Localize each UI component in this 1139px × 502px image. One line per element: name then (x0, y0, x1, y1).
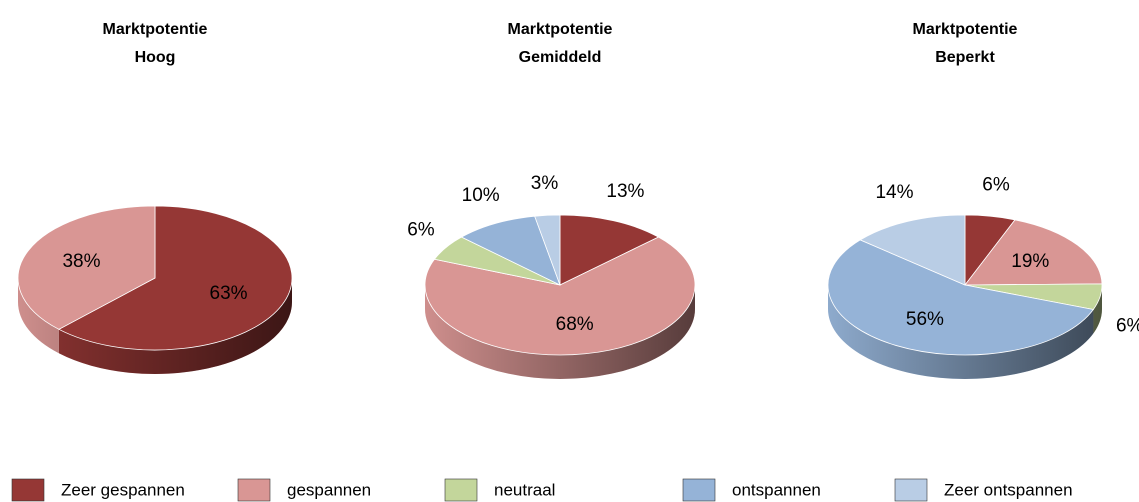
data-label: 63% (210, 283, 248, 304)
legend-swatch (682, 478, 716, 502)
slice (17, 205, 156, 330)
legend-label: Zeer ontspannen (944, 480, 1073, 499)
legend-label: Zeer gespannen (61, 480, 185, 499)
data-label: 10% (462, 185, 500, 206)
slice (964, 219, 1103, 286)
data-label: 19% (1011, 251, 1049, 272)
data-label: 6% (982, 174, 1010, 195)
data-label: 68% (556, 314, 594, 335)
data-label: 6% (407, 220, 435, 241)
data-label: 14% (875, 182, 913, 203)
data-label: 38% (62, 251, 100, 272)
legend-swatch (11, 478, 45, 502)
slice (559, 214, 660, 286)
legend-swatch (444, 478, 478, 502)
chart-title: Marktpotentie Beperkt (912, 21, 1018, 66)
legend-swatch (237, 478, 271, 502)
data-label: 13% (606, 181, 644, 202)
data-label: 56% (906, 309, 944, 330)
slice (534, 214, 561, 286)
slice (58, 205, 293, 351)
slice (460, 215, 561, 286)
slice (859, 214, 966, 286)
data-label: 6% (1116, 315, 1139, 336)
slice (424, 236, 696, 356)
side-shade (828, 285, 1102, 379)
legend-label: gespannen (287, 480, 371, 499)
data-label: 3% (531, 173, 559, 194)
legend-label: ontspannen (732, 480, 821, 499)
chart-title: Marktpotentie Hoog (102, 21, 208, 66)
slice (827, 239, 1095, 356)
legend-label: neutraal (494, 480, 555, 499)
side-shade (425, 285, 695, 379)
chart-title: Marktpotentie Gemiddeld (507, 21, 613, 66)
side-shade (18, 278, 292, 374)
legend-swatch (894, 478, 928, 502)
